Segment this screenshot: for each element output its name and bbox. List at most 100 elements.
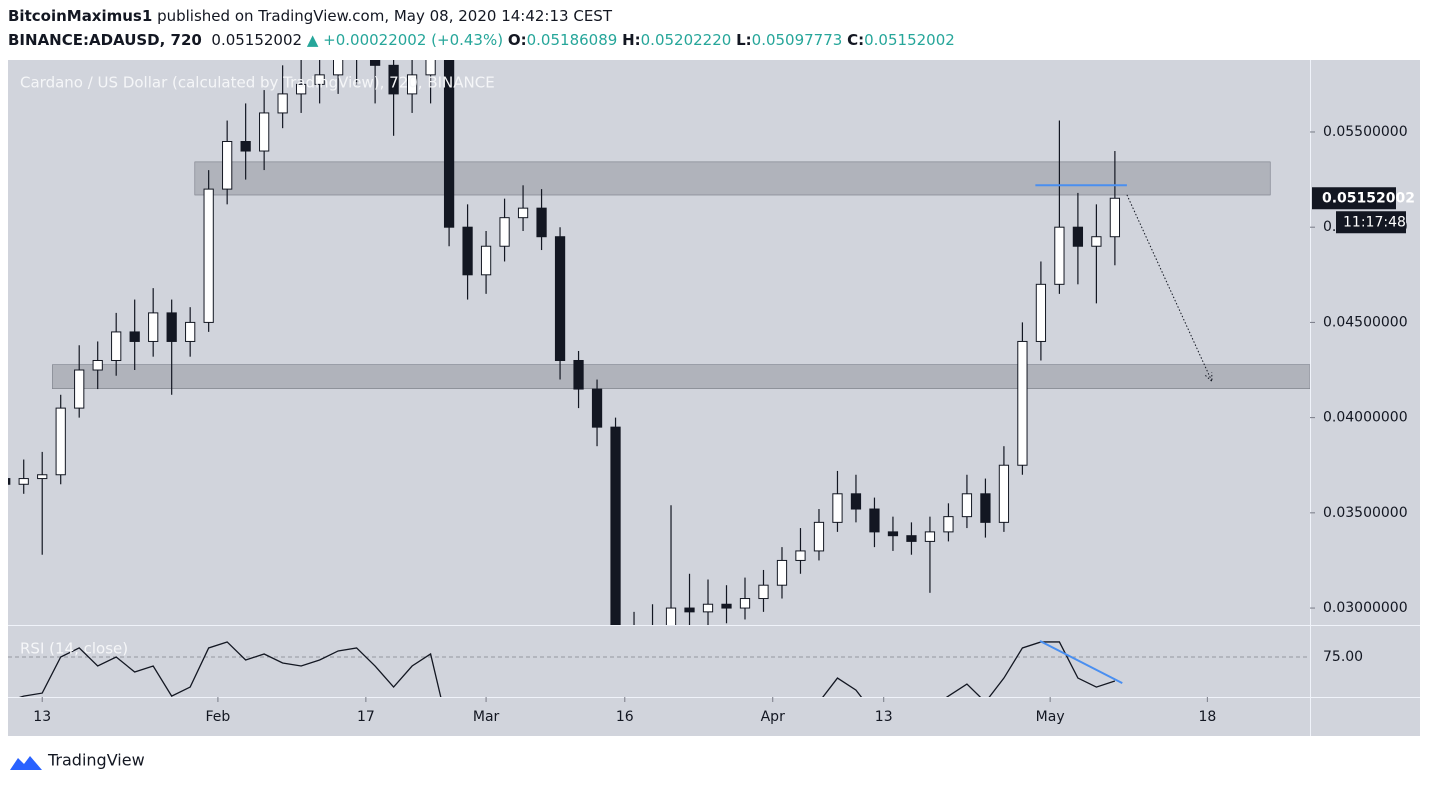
candle-body — [333, 60, 344, 76]
candle-body — [536, 207, 547, 238]
l-label: L: — [736, 31, 752, 49]
candle-body — [832, 493, 843, 523]
zone — [194, 161, 1271, 196]
candle-body — [702, 603, 714, 613]
main-pane — [8, 46, 1310, 625]
change: ▲ +0.00022002 (+0.43%) — [306, 31, 504, 49]
h: 0.05202220 — [640, 31, 732, 49]
c-label: C: — [847, 31, 865, 49]
x-tick-label: 17 — [357, 709, 375, 725]
candle-body — [425, 60, 436, 76]
x-tick-label: Apr — [761, 709, 785, 725]
logo — [10, 756, 42, 770]
rsi-title: RSI (14, close) — [20, 640, 128, 658]
candle-body — [924, 531, 936, 542]
candle-body — [222, 141, 233, 190]
x-tick-label: 18 — [1198, 709, 1216, 725]
x-tick-label: 13 — [875, 709, 893, 725]
candle-body — [18, 478, 29, 485]
h-label: H: — [622, 31, 641, 49]
candle-body — [111, 331, 122, 361]
candle-body — [74, 369, 85, 409]
candle-body — [55, 407, 66, 476]
countdown: 11:17:48 — [1343, 214, 1406, 230]
candle-body — [1072, 226, 1084, 247]
x-tick-label: 16 — [616, 709, 634, 725]
candle-body — [1091, 236, 1102, 247]
candle-body — [980, 493, 991, 523]
candle-body — [998, 464, 1010, 523]
candle-body — [739, 598, 751, 609]
y-tick-label: 0.04000000 — [1323, 410, 1408, 426]
symbol: BINANCE:ADAUSD, 720 — [8, 31, 202, 49]
axes: 0.03000000 0.03500000 0.04000000 0.04500000… — [33, 124, 1415, 725]
price-tag: 0.05152002 — [1322, 190, 1415, 206]
y-tick-label: 75.00 — [1323, 649, 1363, 665]
candle-body — [591, 388, 603, 428]
candle-body — [129, 331, 140, 342]
rsi-trendline — [1039, 640, 1123, 685]
candle-body — [443, 60, 455, 228]
candle-body — [388, 64, 399, 95]
price-tag-bg — [1312, 187, 1396, 210]
x-tick-label: May — [1036, 709, 1065, 725]
candle-body — [813, 521, 825, 552]
candle-body — [906, 535, 917, 542]
countdown-bg — [1336, 211, 1406, 234]
candle-body — [869, 508, 880, 533]
candle-body — [684, 607, 695, 613]
chart-title: Cardano / US Dollar (calculated by Tradi… — [20, 74, 495, 92]
c: 0.05152002 — [864, 31, 955, 49]
arrow-head — [1205, 372, 1213, 383]
candle-body — [8, 478, 11, 485]
candle-body — [943, 516, 954, 533]
candle-body — [1109, 197, 1121, 238]
y-tick-label: 0.04500000 — [1323, 314, 1408, 330]
x-tick-label: Mar — [473, 709, 500, 725]
candle-body — [369, 60, 381, 66]
candle-body — [665, 607, 677, 625]
y-tick-label: 0.03500000 — [1323, 505, 1408, 521]
candle-body — [554, 236, 566, 361]
candle-body — [185, 321, 196, 342]
candle-body — [259, 112, 270, 152]
rsi-line — [18, 641, 1116, 697]
header-line-1: BitcoinMaximus1 published on TradingView… — [8, 7, 612, 25]
o-label: O: — [507, 31, 527, 49]
logo-icon — [10, 756, 42, 770]
header-line-2: BINANCE:ADAUSD, 720 0.05152002 ▲ +0.0002… — [8, 31, 955, 49]
l: 0.05097773 — [751, 31, 843, 49]
chart-background — [8, 60, 1420, 736]
rsi-pane — [8, 640, 1310, 697]
candle-body — [850, 493, 862, 510]
candle-body — [148, 312, 159, 342]
y-tick-label: 0.03000000 — [1323, 600, 1408, 616]
projection-arrow — [1126, 194, 1213, 382]
candle-body — [240, 141, 251, 152]
candle-body — [776, 559, 788, 586]
x-tick-label: 13 — [33, 709, 51, 725]
candle-body — [203, 188, 214, 323]
brand: TradingView — [47, 751, 145, 770]
zone — [52, 364, 1310, 389]
candle-body — [499, 217, 510, 247]
candle-body — [406, 74, 418, 95]
candle-body — [352, 46, 361, 56]
candle-body — [1035, 283, 1047, 342]
published: published on TradingView.com, May 08, 20… — [157, 7, 612, 25]
o: 0.05186089 — [526, 31, 618, 49]
candle-body — [573, 359, 584, 390]
y-tick-label: 0.05500000 — [1323, 124, 1408, 140]
candle-body — [1054, 226, 1065, 285]
candle-body — [610, 426, 621, 625]
candle-body — [277, 93, 288, 114]
candle-body — [758, 584, 769, 600]
candle-body — [887, 531, 899, 537]
candle-body — [1017, 340, 1028, 466]
candle-body — [462, 226, 473, 276]
candle-body — [166, 312, 177, 342]
x-tick-label: Feb — [206, 709, 231, 725]
candle-body — [961, 493, 973, 518]
